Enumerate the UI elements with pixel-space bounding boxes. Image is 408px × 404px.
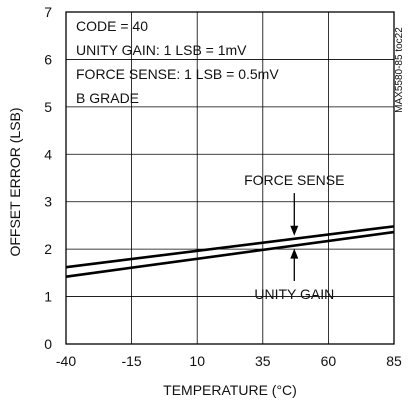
y-tick-label: 6 <box>44 51 52 67</box>
series-label-0: FORCE SENSE <box>244 172 344 188</box>
info-line-code: CODE = 40 <box>76 18 148 34</box>
y-tick-label: 7 <box>44 4 52 20</box>
plot-frame <box>65 11 395 345</box>
x-tick-label: 85 <box>386 353 402 369</box>
x-tick-label: -40 <box>56 353 76 369</box>
y-tick-label: 1 <box>44 289 52 305</box>
series-line-1 <box>65 230 395 278</box>
y-tick-labels: 0 1 2 3 4 5 6 7 <box>44 4 52 352</box>
x-tick-label: 60 <box>321 353 337 369</box>
info-line-force-sense: FORCE SENSE: 1 LSB = 0.5mV <box>76 66 279 82</box>
info-line-grade: B GRADE <box>76 90 139 106</box>
y-tick-label: 4 <box>44 146 52 162</box>
x-tick-label: -15 <box>121 353 141 369</box>
x-axis-label: TEMPERATURE (°C) <box>163 382 297 398</box>
x-tick-label: 10 <box>189 353 205 369</box>
info-line-unity-gain: UNITY GAIN: 1 LSB = 1mV <box>76 42 247 58</box>
series-lines <box>65 225 395 278</box>
y-tick-label: 0 <box>44 336 52 352</box>
y-axis-label: OFFSET ERROR (LSB) <box>7 107 23 256</box>
grid <box>66 12 394 344</box>
figure-id-label: MAX5580-85 toc22 <box>394 27 405 113</box>
annotation-arrow-head <box>290 225 299 236</box>
info-box: CODE = 40 UNITY GAIN: 1 LSB = 1mV FORCE … <box>76 18 279 106</box>
series-label-1: UNITY GAIN <box>254 286 334 302</box>
y-tick-label: 2 <box>44 241 52 257</box>
x-tick-labels: -40 -15 10 35 60 85 <box>56 353 402 369</box>
series-line-0 <box>65 225 395 269</box>
y-tick-label: 3 <box>44 194 52 210</box>
x-tick-label: 35 <box>255 353 271 369</box>
annotation-arrow-head <box>290 248 299 259</box>
annotations: FORCE SENSE UNITY GAIN <box>244 172 344 302</box>
y-tick-label: 5 <box>44 99 52 115</box>
